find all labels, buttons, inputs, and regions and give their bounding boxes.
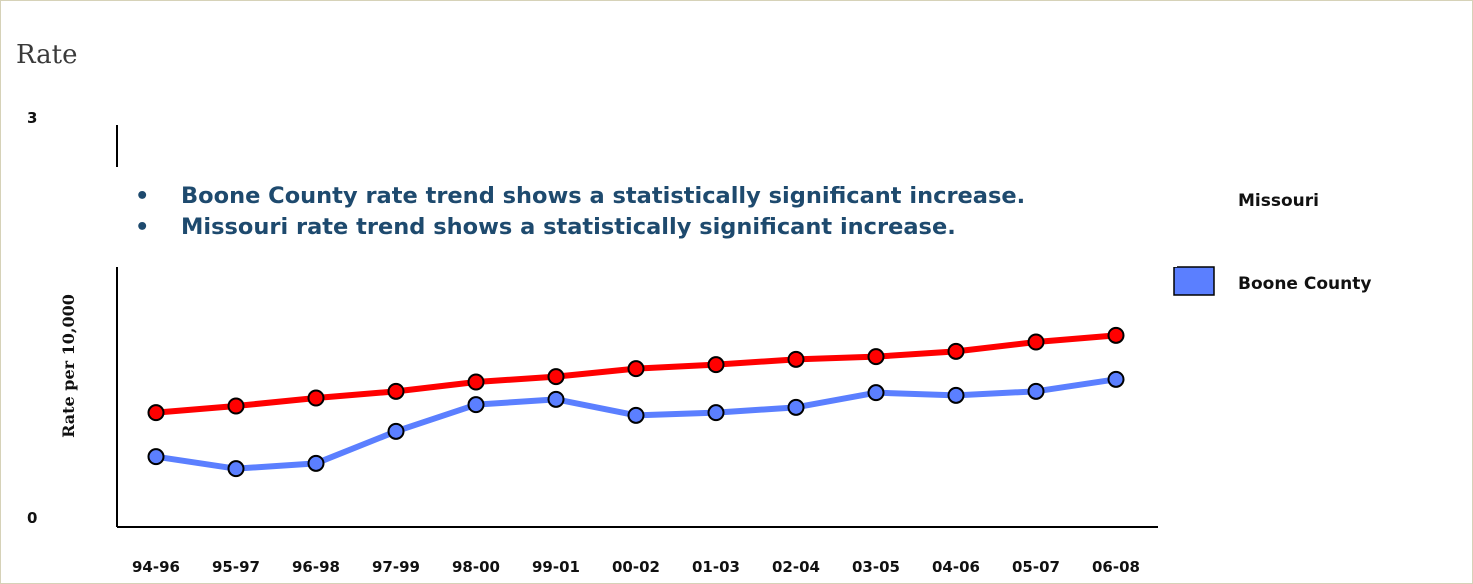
data-point-boone-county: [1107, 370, 1125, 388]
x-tick-label: 01-03: [692, 558, 740, 576]
page-title: Rate: [16, 40, 78, 70]
series-points: [147, 326, 1125, 478]
data-point-missouri: [947, 342, 965, 360]
x-tick-label: 97-99: [372, 558, 420, 576]
data-point-missouri: [627, 360, 645, 378]
data-point-missouri: [147, 404, 165, 422]
x-tick-label: 04-06: [932, 558, 980, 576]
x-tick-label: 99-01: [532, 558, 580, 576]
data-point-boone-county: [1027, 382, 1045, 400]
x-tick-label: 96-98: [292, 558, 340, 576]
data-point-boone-county: [227, 460, 245, 478]
x-tick-label: 00-02: [612, 558, 660, 576]
data-point-boone-county: [627, 406, 645, 424]
data-point-missouri: [1027, 333, 1045, 351]
legend-label-missouri: Missouri: [1238, 191, 1319, 211]
data-point-boone-county: [867, 384, 885, 402]
data-point-boone-county: [147, 448, 165, 466]
trend-note-text: Boone County rate trend shows a statisti…: [181, 183, 1026, 209]
data-point-missouri: [387, 382, 405, 400]
bullet-icon: •: [135, 183, 150, 209]
trend-note-text: Missouri rate trend shows a statisticall…: [181, 214, 956, 240]
data-point-missouri: [867, 348, 885, 366]
y-tick-label-top: 3: [27, 109, 37, 127]
data-point-missouri: [227, 397, 245, 415]
bullet-icon: •: [135, 214, 150, 240]
trend-note-missouri: • Missouri rate trend shows a statistical…: [135, 212, 1177, 243]
x-tick-labels: 94-96 95-97 96-98 97-99 98-00 99-01 00-02 01-03…: [132, 558, 1140, 576]
x-tick-label: 94-96: [132, 558, 180, 576]
data-point-missouri: [1107, 326, 1125, 344]
data-point-boone-county: [467, 396, 485, 414]
series-lines: [155, 332, 1117, 472]
data-point-boone-county: [547, 390, 565, 408]
x-tick-label: 98-00: [452, 558, 500, 576]
x-tick-label: 06-08: [1092, 558, 1140, 576]
data-point-boone-county: [787, 398, 805, 416]
data-point-missouri: [547, 368, 565, 386]
legend-swatch-boone-county: [1173, 266, 1215, 296]
series-line-boone-county: [155, 376, 1117, 472]
data-point-missouri: [307, 389, 325, 407]
data-point-boone-county: [387, 422, 405, 440]
trend-notes: • Boone County rate trend shows a statist…: [115, 167, 1177, 267]
x-tick-label: 05-07: [1012, 558, 1060, 576]
x-tick-label: 02-04: [772, 558, 820, 576]
data-point-missouri: [787, 350, 805, 368]
data-point-missouri: [707, 356, 725, 374]
data-point-boone-county: [707, 404, 725, 422]
data-point-boone-county: [307, 454, 325, 472]
x-tick-label: 03-05: [852, 558, 900, 576]
y-axis-label: Rate per 10,000: [59, 294, 78, 438]
trend-note-boone-county: • Boone County rate trend shows a statist…: [135, 181, 1177, 212]
legend: Missouri Boone County: [1173, 191, 1371, 296]
data-point-missouri: [467, 373, 485, 391]
y-tick-label-bottom: 0: [27, 509, 37, 527]
x-tick-label: 95-97: [212, 558, 260, 576]
legend-label-boone-county: Boone County: [1238, 274, 1371, 294]
data-point-boone-county: [947, 386, 965, 404]
